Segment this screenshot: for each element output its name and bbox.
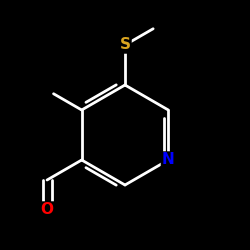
- Text: S: S: [120, 38, 130, 52]
- Text: N: N: [162, 152, 175, 168]
- Text: O: O: [40, 202, 54, 218]
